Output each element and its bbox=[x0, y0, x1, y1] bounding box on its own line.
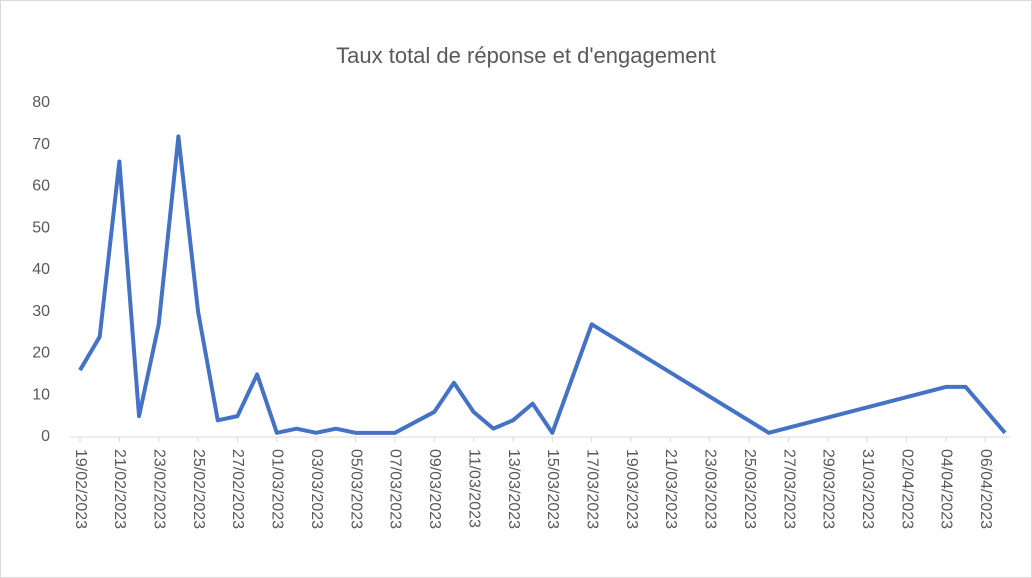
x-tick-label: 06/04/2023 bbox=[977, 449, 994, 529]
chart-title: Taux total de réponse et d'engagement bbox=[336, 43, 716, 68]
x-tick-label: 27/02/2023 bbox=[229, 449, 246, 529]
x-tick-label: 31/03/2023 bbox=[859, 449, 876, 529]
x-tick-label: 21/02/2023 bbox=[111, 449, 128, 529]
x-tick-label: 21/03/2023 bbox=[662, 449, 679, 529]
y-tick-label: 40 bbox=[32, 261, 50, 278]
data-line bbox=[78, 134, 1007, 435]
x-tick-label: 29/03/2023 bbox=[820, 449, 837, 529]
x-tick-label: 19/03/2023 bbox=[623, 449, 640, 529]
x-tick-label: 17/03/2023 bbox=[583, 449, 600, 529]
y-tick-label: 50 bbox=[32, 219, 50, 236]
x-tick-label: 11/03/2023 bbox=[465, 449, 482, 528]
y-tick-label: 0 bbox=[41, 428, 50, 445]
y-tick-label: 80 bbox=[32, 94, 50, 111]
x-tick-label: 15/03/2023 bbox=[544, 449, 561, 529]
x-tick-label: 03/03/2023 bbox=[308, 449, 325, 529]
y-tick-label: 10 bbox=[32, 386, 50, 403]
x-tick-label: 13/03/2023 bbox=[505, 449, 522, 529]
y-tick-label: 30 bbox=[32, 303, 50, 320]
x-tick-label: 04/04/2023 bbox=[938, 449, 955, 529]
x-tick-label: 19/02/2023 bbox=[72, 449, 89, 529]
x-tick-label: 27/03/2023 bbox=[780, 449, 797, 529]
x-tick-label: 25/03/2023 bbox=[741, 449, 758, 529]
x-tick-label: 05/03/2023 bbox=[347, 449, 364, 529]
x-tick-label: 01/03/2023 bbox=[269, 449, 286, 529]
x-tick-label: 25/02/2023 bbox=[190, 449, 207, 529]
y-tick-label: 20 bbox=[32, 345, 50, 362]
x-tick-label: 07/03/2023 bbox=[387, 449, 404, 529]
x-tick-label: 23/02/2023 bbox=[150, 449, 167, 529]
x-tick-label: 02/04/2023 bbox=[898, 449, 915, 529]
x-tick-label: 23/03/2023 bbox=[702, 449, 719, 529]
y-tick-label: 70 bbox=[32, 136, 50, 153]
y-tick-label: 60 bbox=[32, 178, 50, 195]
x-tick-label: 09/03/2023 bbox=[426, 449, 443, 529]
